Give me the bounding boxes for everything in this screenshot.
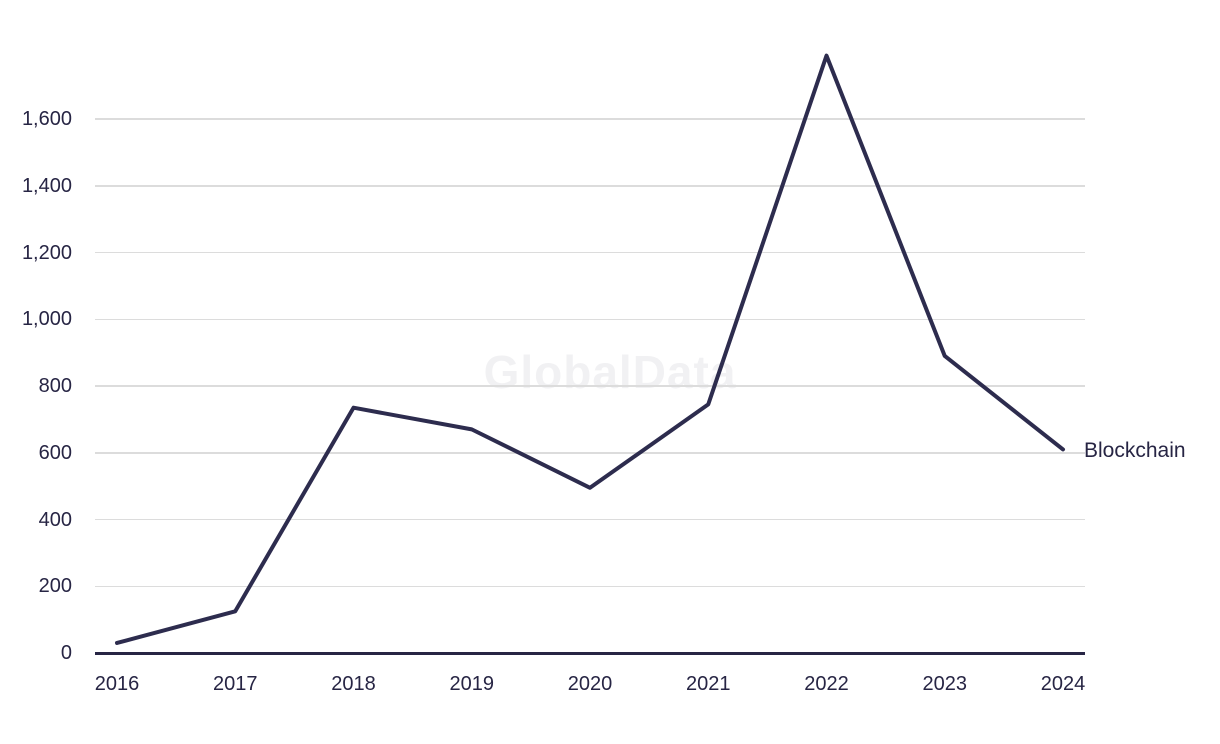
x-axis-tick-label: 2023 xyxy=(922,673,968,695)
x-axis-tick-label: 2018 xyxy=(331,673,376,695)
y-axis-tick-label: 600 xyxy=(38,441,72,464)
x-axis-tick-label: 2019 xyxy=(449,673,495,695)
gridline-1000 xyxy=(95,318,1085,320)
y-axis-tick-label: 1,000 xyxy=(21,308,72,331)
x-axis-tick-label: 2024 xyxy=(1040,673,1086,695)
gridline-1600 xyxy=(95,118,1085,120)
y-axis-tick-label: 1,400 xyxy=(21,174,72,197)
x-axis-tick-label: 2020 xyxy=(567,673,613,695)
y-axis-tick-label: 1,200 xyxy=(21,241,72,264)
gridline-600 xyxy=(95,452,1085,454)
gridline-1200 xyxy=(95,251,1085,254)
x-axis-tick-label: 2021 xyxy=(686,673,731,695)
gridline-200 xyxy=(95,585,1085,587)
blockchain-line-series xyxy=(115,53,1065,645)
y-axis-tick-label: 400 xyxy=(38,508,72,531)
series-label-blockchain: Blockchain xyxy=(1084,439,1186,463)
y-axis-tick-label: 1,600 xyxy=(21,108,72,130)
y-axis-tick-label: 200 xyxy=(38,575,72,598)
x-axis-tick-label: 2017 xyxy=(213,673,258,695)
gridline-1400 xyxy=(95,185,1085,187)
gridline-800 xyxy=(95,385,1085,387)
y-axis-tick-label: 0 xyxy=(60,642,72,664)
x-axis-tick-label: 2016 xyxy=(94,673,140,695)
gridline-400 xyxy=(95,518,1085,521)
y-axis-tick-label: 800 xyxy=(38,375,72,397)
x-axis-tick-label: 2022 xyxy=(804,673,849,695)
x-axis-line xyxy=(95,651,1085,655)
globaldata-watermark: GlobalData xyxy=(483,346,737,398)
